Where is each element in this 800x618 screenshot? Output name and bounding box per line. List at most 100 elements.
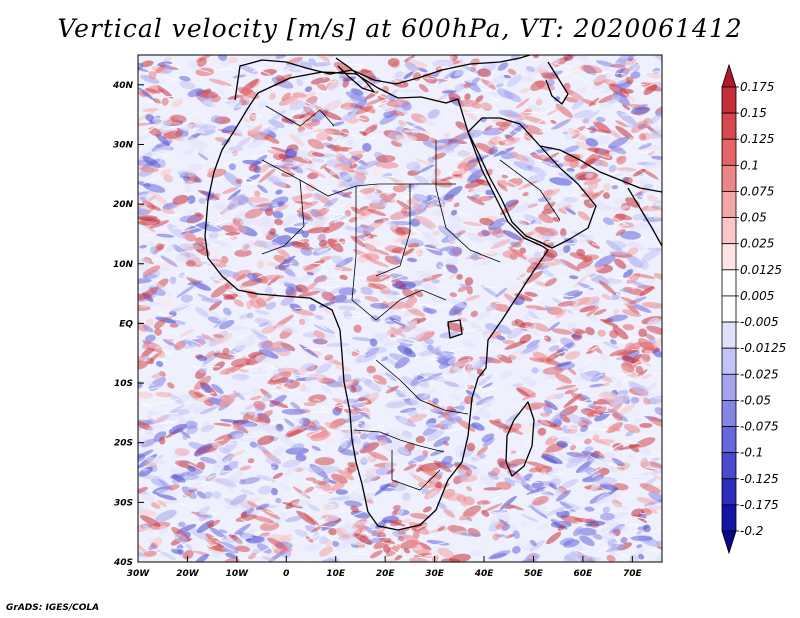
field-streak bbox=[581, 369, 596, 373]
field-streak bbox=[173, 74, 189, 77]
field-streak bbox=[399, 340, 416, 345]
field-streak bbox=[161, 427, 173, 432]
field-cell bbox=[457, 150, 470, 157]
field-cell bbox=[206, 522, 215, 528]
field-cell bbox=[443, 509, 456, 518]
field-cell bbox=[138, 278, 152, 284]
field-cell bbox=[352, 378, 362, 383]
field-cell bbox=[616, 110, 637, 125]
colorbar-swatch bbox=[721, 478, 737, 506]
field-streak bbox=[177, 272, 189, 279]
field-streak bbox=[300, 120, 312, 125]
field-streak bbox=[593, 88, 605, 92]
field-streak bbox=[607, 463, 624, 468]
field-cell bbox=[519, 75, 535, 83]
field-cell bbox=[525, 305, 549, 311]
field-streak bbox=[285, 495, 299, 502]
field-streak bbox=[424, 77, 436, 80]
field-cell bbox=[530, 80, 546, 91]
field-cell bbox=[313, 324, 336, 334]
field-cell bbox=[269, 400, 289, 408]
field-cell bbox=[312, 339, 329, 344]
field-cell bbox=[314, 314, 323, 319]
field-cell bbox=[154, 281, 173, 297]
field-cell bbox=[608, 78, 628, 85]
field-cell bbox=[292, 92, 307, 98]
field-cell bbox=[433, 436, 451, 448]
field-cell bbox=[572, 273, 591, 288]
field-cell bbox=[413, 289, 424, 298]
field-cell bbox=[556, 509, 570, 519]
field-cell bbox=[456, 99, 478, 108]
field-cell bbox=[470, 550, 484, 556]
field-cell bbox=[581, 556, 601, 562]
field-cell bbox=[355, 352, 377, 364]
field-cell bbox=[385, 372, 397, 382]
field-cell bbox=[248, 410, 258, 416]
field-cell bbox=[142, 265, 161, 276]
field-cell bbox=[568, 162, 583, 168]
field-streak bbox=[394, 334, 403, 339]
field-cell bbox=[568, 275, 579, 280]
field-cell bbox=[247, 553, 257, 560]
field-cell bbox=[423, 465, 438, 477]
field-cell bbox=[382, 340, 400, 348]
field-cell bbox=[380, 356, 389, 362]
field-streak bbox=[197, 131, 206, 133]
field-cell bbox=[547, 234, 567, 244]
field-cell bbox=[609, 348, 627, 357]
field-cell bbox=[536, 524, 549, 530]
field-streak bbox=[577, 388, 587, 393]
field-cell bbox=[466, 195, 485, 206]
field-cell bbox=[580, 424, 589, 433]
field-cell bbox=[211, 550, 221, 558]
field-cell bbox=[441, 90, 457, 94]
field-cell bbox=[529, 357, 545, 363]
field-streak bbox=[582, 129, 592, 135]
field-streak bbox=[303, 558, 311, 562]
field-streak bbox=[189, 222, 205, 231]
field-cell bbox=[507, 177, 523, 187]
field-cell bbox=[592, 434, 600, 440]
field-streak bbox=[163, 419, 180, 424]
field-cell bbox=[426, 428, 446, 442]
field-cell bbox=[331, 255, 346, 266]
field-cell bbox=[447, 213, 462, 224]
field-streak bbox=[156, 358, 168, 361]
field-streak bbox=[390, 189, 409, 199]
field-cell bbox=[545, 435, 558, 446]
field-cell bbox=[505, 418, 513, 428]
field-cell bbox=[208, 300, 222, 311]
field-cell bbox=[436, 423, 445, 430]
field-cell bbox=[557, 342, 574, 355]
field-cell bbox=[264, 208, 274, 217]
field-cell bbox=[431, 279, 440, 284]
field-cell bbox=[418, 349, 438, 357]
field-cell bbox=[398, 119, 406, 127]
india-coastline bbox=[627, 187, 662, 247]
field-cell bbox=[181, 338, 191, 345]
field-cell bbox=[306, 272, 315, 276]
field-cell bbox=[446, 493, 464, 501]
field-cell bbox=[255, 354, 270, 364]
field-streak bbox=[156, 548, 170, 555]
field-cell bbox=[330, 473, 348, 484]
field-cell bbox=[469, 184, 491, 194]
field-cell bbox=[616, 296, 629, 304]
field-streak bbox=[650, 528, 662, 534]
field-streak bbox=[172, 250, 190, 255]
field-cell bbox=[432, 397, 439, 405]
field-cell bbox=[411, 328, 433, 333]
field-cell bbox=[140, 468, 148, 472]
field-streak bbox=[167, 214, 180, 217]
field-streak bbox=[222, 266, 237, 273]
field-cell bbox=[256, 410, 273, 423]
field-cell bbox=[638, 133, 647, 141]
field-cell bbox=[281, 408, 306, 415]
field-streak bbox=[364, 235, 371, 240]
field-streak bbox=[545, 236, 560, 245]
field-streak bbox=[572, 193, 579, 197]
field-cell bbox=[221, 125, 238, 134]
field-streak bbox=[208, 474, 218, 479]
field-cell bbox=[609, 551, 620, 556]
